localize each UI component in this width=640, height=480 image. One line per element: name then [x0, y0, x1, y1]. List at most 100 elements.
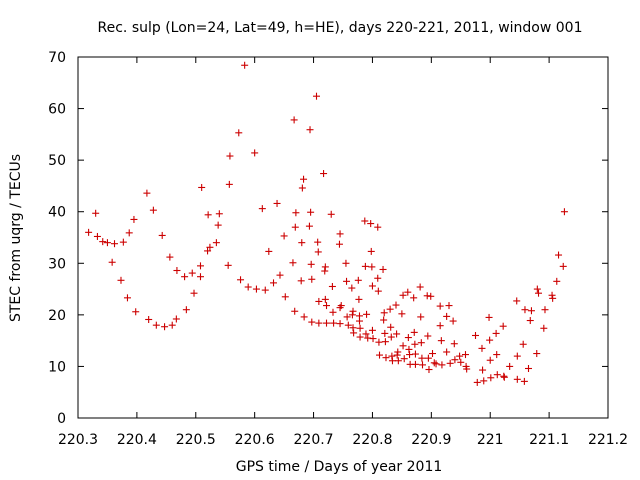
- data-point: [436, 322, 444, 330]
- data-point: [251, 149, 259, 157]
- data-point: [343, 277, 351, 285]
- data-point: [406, 351, 414, 359]
- x-tick-label: 220.5: [176, 432, 216, 448]
- data-point: [388, 352, 396, 360]
- data-point: [270, 279, 278, 287]
- data-point: [329, 308, 337, 316]
- data-point: [265, 247, 273, 255]
- data-point: [291, 223, 299, 231]
- data-point: [298, 239, 306, 247]
- data-point: [111, 240, 119, 248]
- data-point: [438, 361, 446, 369]
- data-point: [424, 354, 432, 362]
- data-point: [450, 340, 458, 348]
- data-point: [387, 323, 395, 331]
- data-point: [513, 297, 521, 305]
- data-point: [108, 258, 116, 266]
- data-point: [379, 265, 387, 273]
- x-tick-label: 220.3: [58, 432, 98, 448]
- data-point: [348, 284, 356, 292]
- data-point: [291, 307, 299, 315]
- data-point: [525, 364, 532, 372]
- data-point: [298, 184, 306, 192]
- x-tick-label: 221.1: [529, 432, 569, 448]
- data-point: [196, 262, 204, 270]
- data-point: [280, 232, 288, 240]
- data-point: [349, 307, 357, 315]
- data-point: [241, 61, 249, 69]
- data-point: [363, 310, 371, 318]
- data-point: [493, 351, 501, 359]
- data-point: [349, 324, 357, 332]
- data-point: [493, 371, 501, 379]
- data-point: [289, 259, 297, 267]
- data-point: [172, 315, 180, 323]
- data-point: [313, 92, 320, 100]
- x-tick-label: 220.8: [352, 432, 392, 448]
- data-point: [533, 285, 541, 293]
- data-point: [354, 276, 362, 284]
- data-point: [399, 342, 407, 350]
- data-point: [361, 262, 369, 270]
- data-point: [307, 208, 315, 216]
- y-axis: 0 10 20 30 40 50 60 70: [48, 50, 608, 427]
- data-point: [92, 209, 100, 217]
- data-point: [411, 340, 419, 348]
- data-point: [368, 326, 376, 334]
- data-point: [374, 223, 382, 231]
- y-tick-label: 50: [48, 153, 66, 169]
- data-point: [399, 291, 407, 299]
- data-point: [335, 240, 343, 248]
- data-point: [480, 377, 488, 385]
- data-point: [344, 321, 352, 329]
- data-point: [381, 338, 389, 346]
- data-point: [355, 295, 363, 303]
- data-point: [424, 332, 432, 340]
- data-point: [119, 238, 127, 246]
- data-point: [392, 301, 400, 309]
- data-point: [456, 352, 464, 360]
- data-point: [300, 313, 308, 321]
- data-point: [343, 313, 351, 321]
- data-point: [553, 277, 561, 285]
- data-point: [314, 248, 322, 256]
- data-point: [252, 285, 260, 293]
- data-point: [308, 318, 316, 326]
- data-point: [214, 221, 222, 229]
- data-point: [394, 348, 402, 356]
- data-point: [356, 324, 364, 332]
- y-tick-label: 40: [48, 205, 66, 221]
- data-point: [93, 232, 101, 240]
- data-point: [368, 282, 376, 290]
- data-point: [394, 357, 402, 365]
- data-point: [393, 330, 401, 338]
- data-point: [261, 286, 269, 294]
- data-point: [437, 337, 445, 345]
- data-point: [513, 375, 521, 383]
- data-point: [559, 262, 567, 270]
- data-point: [198, 183, 206, 191]
- data-point: [196, 273, 204, 281]
- data-point: [348, 311, 356, 319]
- data-point: [485, 313, 493, 321]
- data-point: [417, 313, 425, 321]
- data-point: [430, 359, 438, 367]
- data-point: [117, 276, 125, 284]
- data-point: [204, 247, 212, 255]
- data-point: [206, 243, 214, 251]
- data-point: [158, 231, 166, 239]
- data-point: [416, 283, 424, 291]
- data-point: [152, 321, 160, 329]
- data-point: [548, 291, 556, 299]
- data-point: [451, 356, 459, 364]
- data-point: [410, 328, 418, 336]
- data-point: [224, 261, 232, 269]
- data-point: [380, 316, 388, 324]
- data-point: [519, 340, 527, 348]
- data-point: [123, 294, 131, 302]
- data-point: [417, 339, 425, 347]
- data-point: [149, 206, 157, 214]
- data-point: [367, 247, 375, 255]
- data-point: [560, 208, 568, 216]
- data-point: [145, 315, 153, 323]
